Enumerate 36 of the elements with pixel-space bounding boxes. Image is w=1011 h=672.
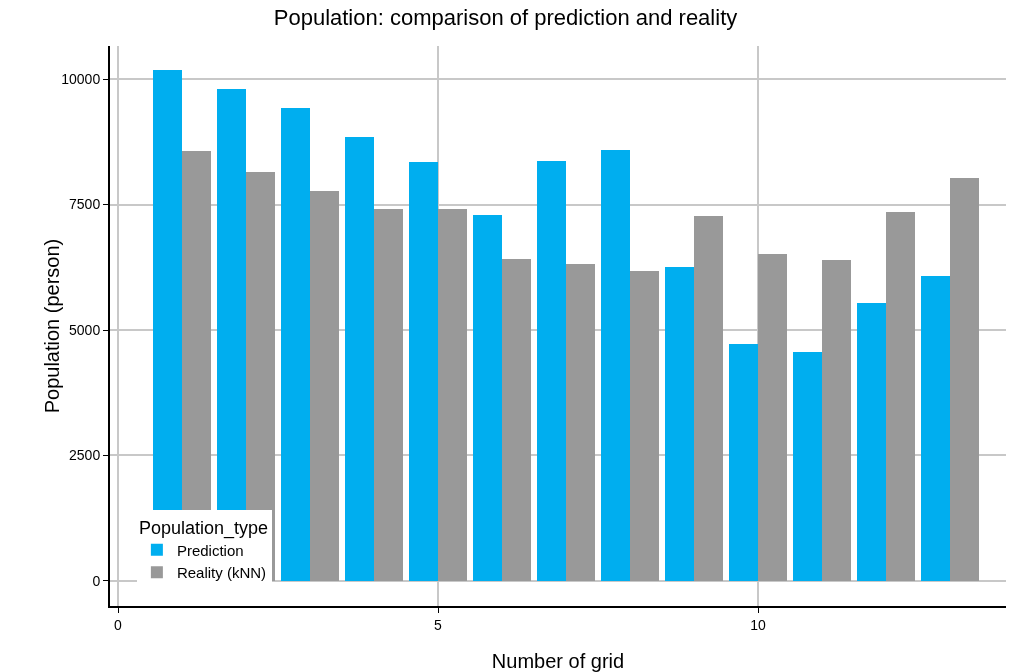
bar [566,264,595,581]
x-tick-label: 0 [114,616,123,633]
y-axis-title: Population (person) [41,238,63,414]
bar [537,161,566,581]
x-tick-label: 10 [750,616,766,633]
legend-title: Population_type [138,517,268,539]
y-tick-label: 5000 [69,321,101,338]
bar [822,260,851,581]
chart-title: Population: comparison of prediction and reality [273,5,738,31]
bar [374,209,403,581]
bar [665,267,694,581]
y-tick-label: 7500 [69,196,101,213]
bar [694,216,723,581]
bar [630,271,659,581]
bar [310,191,339,581]
x-axis-title: Number of grid [491,650,625,672]
bar [886,212,915,581]
bar [857,303,886,581]
x-tick-label: 5 [434,616,443,633]
legend-label: Prediction [176,541,244,559]
bar [345,137,374,581]
bar [793,352,822,581]
bar [409,162,438,581]
bar [502,259,531,581]
bar [473,215,502,581]
bar [950,178,979,581]
bar [601,150,630,581]
y-tick-label: 10000 [61,71,101,88]
legend-label: Reality (kNN) [176,564,267,582]
bar [758,254,787,581]
y-tick-label: 0 [92,572,101,589]
bar [281,108,310,581]
bar [729,344,758,581]
y-tick-label: 2500 [69,447,101,464]
bar [921,276,950,581]
bar [438,209,467,581]
